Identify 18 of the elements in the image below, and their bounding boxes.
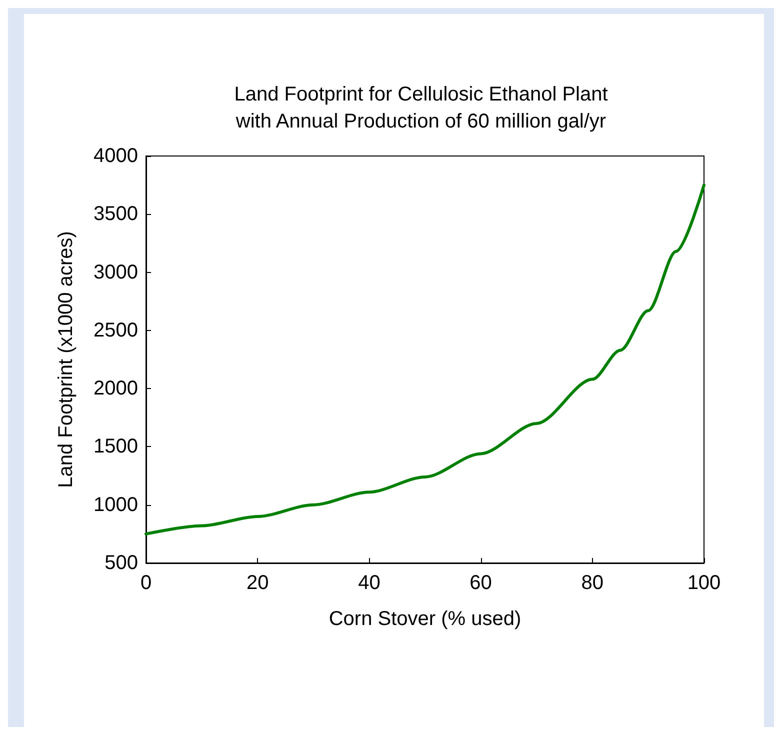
y-tick-label: 500 [104,552,138,574]
x-tick-label: 80 [581,572,604,594]
x-axis-title: Corn Stover (% used) [328,608,522,630]
chart-title: Land Footprint for Cellulosic Ethanol Plant with Annual Production of 60 million gal/yr [234,84,608,132]
x-tick-label: 20 [246,572,269,594]
y-tick-label: 4000 [94,145,138,167]
y-tick-label: 3500 [94,203,138,226]
y-tick-label: 1000 [94,494,138,516]
y-tick-label: 2500 [94,319,138,342]
y-tick-label: 3000 [94,261,138,284]
y-tick-label: 1500 [94,436,138,458]
y-axis-title: Land Footprint (x1000 acres) [55,231,77,488]
y-tick-label: 2000 [94,378,138,400]
x-tick-label: 100 [687,572,721,594]
x-tick-label: 40 [358,572,380,594]
x-tick-label: 0 [140,572,152,594]
x-tick-label: 60 [470,572,492,594]
line-series [144,184,706,536]
